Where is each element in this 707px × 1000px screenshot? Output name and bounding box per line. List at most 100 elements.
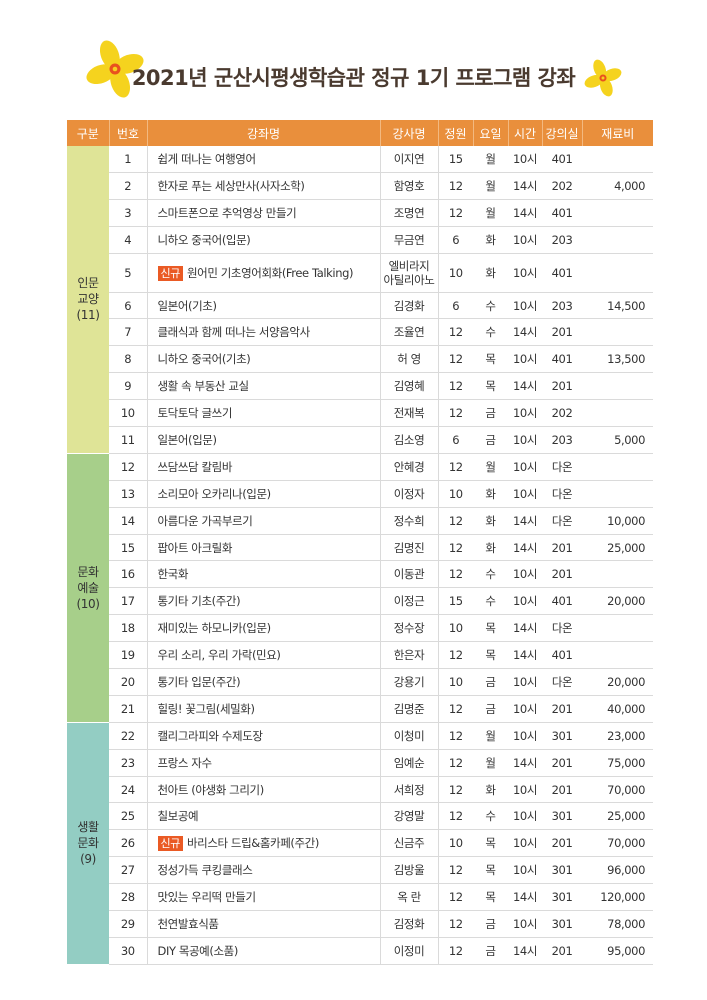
instructor: 무금연 [379, 226, 439, 254]
table-row: 인문 교양 (11) 1 쉽게 떠나는 여행영어 이지연 15 월 10시 401 [67, 146, 653, 454]
capacity: 12 [438, 937, 473, 965]
instructor: 옥 란 [379, 883, 439, 912]
table-row: 24 천아트 (야생화 그리기) 서희정 12 화 10시 201 70,000 [67, 776, 653, 804]
flower-icon [584, 59, 622, 97]
table-row: 29 천연발효식품 김정화 12 금 10시 301 78,000 [67, 910, 653, 938]
row-number: 6 [109, 292, 148, 320]
material-fee [582, 399, 653, 428]
room: 401 [542, 641, 582, 670]
instructor: 한은자 [379, 641, 439, 670]
course-name: 스마트폰으로 추억영상 만들기 [147, 199, 380, 227]
material-fee: 4,000 [582, 172, 653, 200]
day: 화 [473, 480, 508, 508]
material-fee: 70,000 [582, 776, 653, 804]
table-row: 30 DIY 목공예(소품) 이정미 12 금 14시 201 95,000 [67, 937, 653, 965]
course-name: 아름다운 가곡부르기 [147, 507, 380, 535]
course-title: 천연발효식품 [157, 916, 219, 931]
instructor: 이동관 [379, 560, 439, 589]
row-number: 13 [109, 480, 148, 508]
day: 목 [473, 856, 508, 885]
instructor: 이정미 [379, 937, 439, 965]
day: 월 [473, 453, 508, 481]
course-title: 니하오 중국어(기초) [157, 352, 251, 367]
course-name: 힐링! 꽃그림(세밀화) [147, 695, 380, 723]
capacity: 12 [438, 172, 473, 200]
category-label: 문화 [77, 564, 99, 579]
row-number: 11 [109, 426, 148, 454]
day: 월 [473, 172, 508, 200]
time: 10시 [508, 453, 542, 481]
row-number: 2 [109, 172, 148, 200]
course-title: 쉽게 떠나는 여행영어 [157, 151, 257, 166]
course-title: 일본어(입문) [157, 432, 217, 447]
row-number: 23 [109, 749, 148, 777]
instructor: 엘비라지 아틸리아노 [379, 253, 439, 293]
course-name: 소리모아 오카리나(입문) [147, 480, 380, 508]
instructor: 김소영 [379, 426, 439, 454]
capacity: 12 [438, 749, 473, 777]
table-row: 5 신규 원어민 기초영어회화(Free Talking) 엘비라지 아틸리아노 10 화 1… [67, 253, 653, 293]
course-name: DIY 목공예(소품) [147, 937, 380, 965]
material-fee: 25,000 [582, 802, 653, 831]
row-number: 7 [109, 318, 148, 347]
instructor: 함영호 [379, 172, 439, 200]
course-title: 생활 속 부동산 교실 [157, 379, 250, 394]
table-row: 15 팝아트 아크릴화 김명진 12 화 14시 201 25,000 [67, 534, 653, 562]
course-name: 한자로 푸는 세상만사(사자소학) [147, 172, 380, 200]
material-fee [582, 641, 653, 670]
row-number: 17 [109, 587, 148, 616]
course-name: 통기타 기초(주간) [147, 587, 380, 616]
course-title: 소리모아 오카리나(입문) [157, 486, 272, 501]
material-fee: 23,000 [582, 722, 653, 750]
capacity: 12 [438, 453, 473, 481]
flower-icon [86, 40, 144, 98]
new-badge: 신규 [157, 265, 183, 281]
instructor: 강영말 [379, 802, 439, 831]
time: 14시 [508, 507, 542, 535]
room: 202 [542, 399, 582, 428]
course-title: 바리스타 드립&홈카페(주간) [186, 836, 319, 851]
table-row: 9 생활 속 부동산 교실 김영혜 12 목 14시 201 [67, 372, 653, 401]
day: 월 [473, 146, 508, 173]
course-name: 클래식과 함께 떠나는 서양음악사 [147, 318, 380, 347]
room: 203 [542, 226, 582, 254]
header-category: 구분 [67, 120, 110, 146]
material-fee: 78,000 [582, 910, 653, 938]
course-title: 원어민 기초영어회화(Free Talking) [186, 265, 354, 280]
time: 14시 [508, 641, 542, 670]
row-number: 4 [109, 226, 148, 254]
day: 수 [473, 560, 508, 589]
capacity: 12 [438, 883, 473, 912]
course-title: 캘리그라피와 수제도장 [157, 728, 263, 743]
course-name: 니하오 중국어(기초) [147, 345, 380, 374]
row-number: 3 [109, 199, 148, 227]
header-instructor: 강사명 [380, 120, 439, 146]
capacity: 10 [438, 614, 473, 643]
day: 목 [473, 372, 508, 401]
header-day: 요일 [473, 120, 509, 146]
room: 201 [542, 318, 582, 347]
row-number: 28 [109, 883, 148, 912]
material-fee: 13,500 [582, 345, 653, 374]
row-number: 9 [109, 372, 148, 401]
instructor: 정수희 [379, 507, 439, 535]
table-row: 18 재미있는 하모니카(입문) 정수장 10 목 14시 다온 [67, 614, 653, 643]
capacity: 12 [438, 641, 473, 670]
room: 203 [542, 292, 582, 320]
room: 201 [542, 534, 582, 562]
header-row: 구분 번호 강좌명 강사명 정원 요일 시간 강의실 재료비 [67, 120, 653, 146]
day: 월 [473, 749, 508, 777]
material-fee [582, 318, 653, 347]
material-fee: 14,500 [582, 292, 653, 320]
capacity: 12 [438, 399, 473, 428]
time: 10시 [508, 345, 542, 374]
category-label: 예술 [77, 580, 99, 595]
instructor: 신금주 [379, 829, 439, 858]
time: 10시 [508, 426, 542, 454]
course-title: 정성가득 쿠킹클래스 [157, 863, 253, 878]
table-row: 27 정성가득 쿠킹클래스 김방울 12 목 10시 301 96,000 [67, 856, 653, 885]
capacity: 6 [438, 426, 473, 454]
material-fee: 75,000 [582, 749, 653, 777]
day: 화 [473, 534, 508, 562]
instructor-name: 아틸리아노 [383, 272, 435, 287]
